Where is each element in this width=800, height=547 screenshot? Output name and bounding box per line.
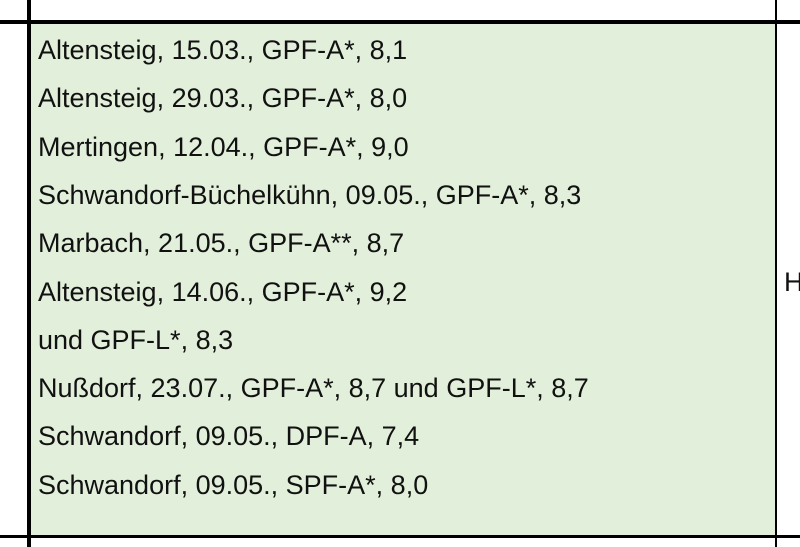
cell-line: Altensteig, 15.03., GPF-A*, 8,1 [38,35,408,65]
cell-line: und GPF-L*, 8,3 [38,324,234,355]
cell-line: Altensteig, 29.03., GPF-A*, 8,0 [38,83,408,114]
row-border [0,20,800,24]
cell-line: Schwandorf-Büchelkühn, 09.05., GPF-A*, 8… [38,179,582,210]
cell-line: Schwandorf, 09.05., SPF-A*, 8,0 [38,469,429,500]
cell-line: Nußdorf, 23.07., GPF-A*, 8,7 und GPF-L*,… [38,373,589,404]
cell-line: Mertingen, 12.04., GPF-A*, 9,0 [38,131,409,162]
cell-text: H [784,267,800,297]
column-border [775,0,777,547]
cell-line: Marbach, 21.05., GPF-A**, 8,7 [38,228,405,259]
column-border [27,0,31,547]
row-border [0,535,800,538]
cell-line: Schwandorf, 09.05., DPF-A, 7,4 [38,421,420,452]
table-cell: Altensteig, 15.03., GPF-A*, 8,1 Altenstei… [30,24,775,536]
cell-line: Altensteig, 14.06., GPF-A*, 9,2 [38,276,408,307]
